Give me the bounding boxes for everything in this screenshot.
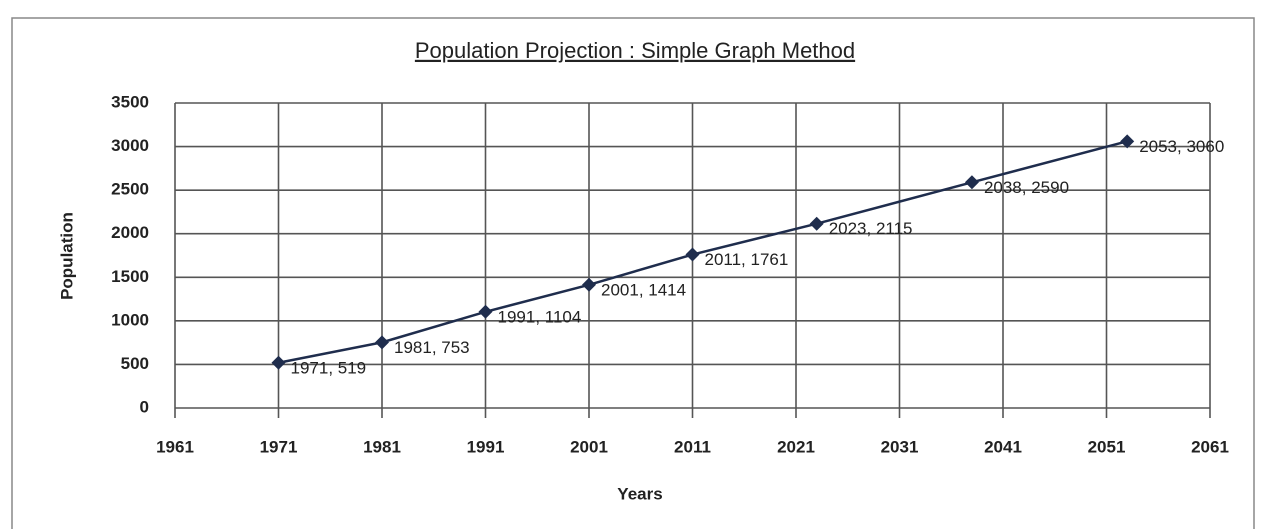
data-label: 2023, 2115 [829, 219, 913, 238]
x-tick-label: 1991 [467, 437, 505, 456]
x-axis-label: Years [617, 484, 662, 503]
x-tick-label: 2051 [1088, 437, 1126, 456]
x-tick-label: 2061 [1191, 437, 1229, 456]
data-label: 2011, 1761 [705, 250, 789, 269]
data-label: 2053, 3060 [1139, 137, 1224, 156]
y-tick-label: 0 [140, 397, 149, 416]
x-tick-label: 1961 [156, 437, 194, 456]
chart-frame [11, 17, 1255, 529]
line [278, 140, 1128, 364]
x-tick-label: 2031 [881, 437, 919, 456]
x-tick-label: 2011 [674, 437, 711, 456]
marker [582, 277, 596, 292]
data-label: 1971, 519 [291, 358, 367, 377]
x-tick-label: 2041 [984, 437, 1022, 456]
x-tick-label: 2021 [777, 437, 815, 456]
x-tick-label: 1971 [260, 437, 298, 456]
marker [809, 216, 824, 231]
marker [375, 335, 389, 350]
x-tick-label: 2001 [570, 437, 608, 456]
y-axis-label: Population [57, 212, 76, 300]
y-tick-label: 3000 [111, 136, 149, 155]
marker [271, 355, 286, 370]
data-label: 2001, 1414 [601, 280, 686, 299]
data-label: 2038, 2590 [984, 178, 1069, 197]
data-label: 1991, 1104 [498, 307, 582, 326]
y-tick-label: 1500 [111, 267, 149, 286]
data-label: 1981, 753 [394, 338, 470, 357]
chart-title: Population Projection : Simple Graph Met… [415, 38, 855, 63]
y-tick-label: 2000 [111, 223, 149, 242]
y-tick-label: 500 [121, 354, 149, 373]
marker [685, 247, 700, 262]
marker [478, 304, 493, 319]
y-tick-label: 1000 [111, 310, 149, 329]
x-tick-label: 1981 [363, 437, 401, 456]
marker [1120, 134, 1135, 149]
marker [964, 175, 979, 190]
y-tick-label: 2500 [111, 180, 149, 199]
y-tick-label: 3500 [111, 92, 149, 111]
